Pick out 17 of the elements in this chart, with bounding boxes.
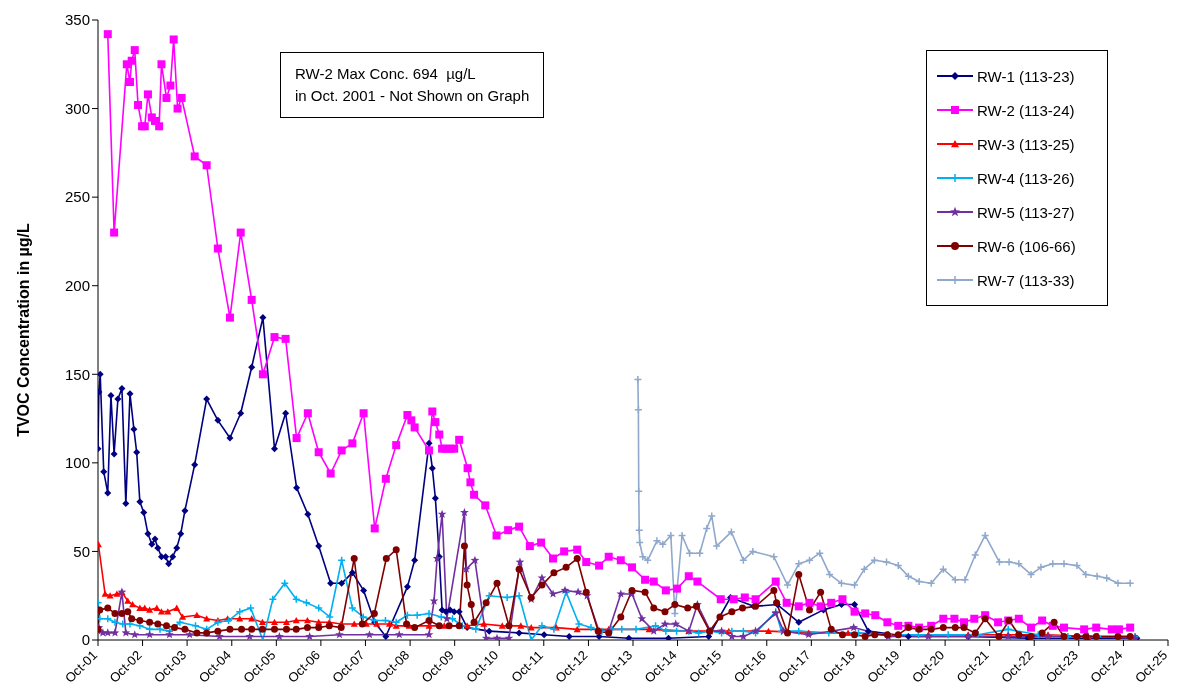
legend-label: RW-1 (113-23) bbox=[977, 67, 1075, 85]
legend-label: RW-5 (113-27) bbox=[977, 203, 1075, 221]
y-tick-label: 100 bbox=[64, 454, 90, 472]
y-tick-label: 250 bbox=[64, 188, 90, 206]
legend-label: RW-6 (106-66) bbox=[977, 237, 1076, 255]
y-tick-label: 50 bbox=[73, 542, 90, 560]
legend-label: RW-7 (113-33) bbox=[977, 271, 1075, 289]
annotation: RW-2 Max Conc. 694 µg/L in Oct. 2001 - Not Shown on Graph bbox=[295, 64, 530, 106]
y-tick-label: 0 bbox=[81, 631, 90, 649]
y-tick-label: 150 bbox=[64, 365, 90, 383]
y-tick-label: 350 bbox=[64, 11, 90, 29]
y-tick-label: 200 bbox=[64, 277, 90, 295]
legend-label: RW-3 (113-25) bbox=[977, 135, 1075, 153]
legend-label: RW-2 (113-24) bbox=[977, 101, 1075, 119]
legend-label: RW-4 (113-26) bbox=[977, 169, 1075, 187]
y-axis-title: TVOC Concentration in µg/L bbox=[14, 222, 32, 437]
y-tick-label: 300 bbox=[64, 99, 90, 117]
